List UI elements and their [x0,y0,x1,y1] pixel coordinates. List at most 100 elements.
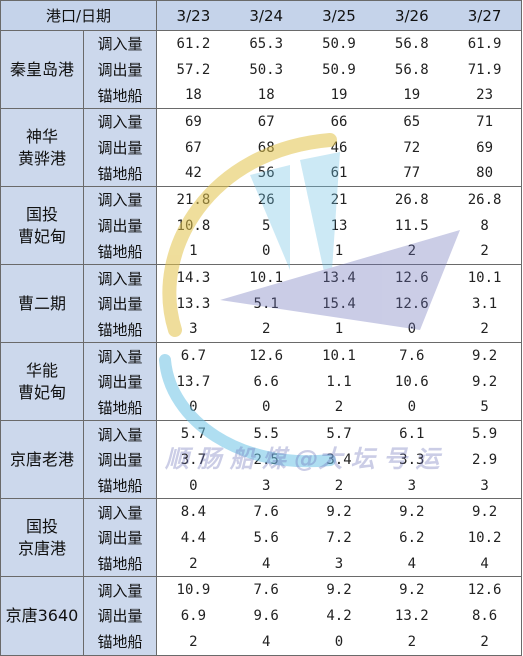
value-cell: 0 [261,399,271,416]
value-cell: 50.9 [322,35,356,52]
value-row: 18 18 19 19 23 [157,82,521,108]
metric-label: 调入量 [97,503,143,522]
value-cell: 56 [257,165,275,182]
value-cell: 6.1 [399,426,425,443]
value-cell: 3.3 [399,451,425,468]
value-cell: 11.5 [394,217,429,234]
value-cell: 12.6 [467,582,502,599]
port-name-line: 曹妃甸 [17,382,66,402]
value-row: 21.8 26 21 26.8 26.8 [157,187,521,213]
value-row: 10.8 5 13 11.5 8 [157,213,521,239]
value-cell: 2 [480,243,489,260]
value-cell: 10.1 [322,348,356,365]
port-row: 京唐老港 调入量 调出量 锚地船 5.7 5.5 5.7 6.1 5.9 3.7 2.5 3.4 3.3… [0,420,522,500]
value-cell: 80 [476,165,494,182]
value-cell: 8 [480,217,489,234]
value-cell: 0 [334,633,344,650]
value-cell: 5.5 [253,426,279,443]
value-row: 61.2 65.3 50.9 56.8 61.9 [157,31,521,57]
value-row: 67 68 46 72 69 [157,135,521,161]
value-cell: 13.2 [394,607,429,624]
value-cell: 1 [334,243,344,260]
port-row: 京唐3640 调入量 调出量 锚地船 10.9 7.6 9.2 9.2 12.6 6.9 9.6 4.… [0,576,522,656]
metric-label: 锚地船 [97,555,143,574]
value-cell: 2 [407,633,416,650]
port-name: 神华 黄骅港 [0,108,84,188]
value-cell: 3.4 [326,451,352,468]
value-cell: 65 [403,113,421,130]
value-cell: 3 [261,477,271,494]
value-cell: 5.1 [253,295,279,312]
port-name-line: 国投 [25,204,58,224]
value-row: 3 2 1 0 2 [157,317,521,343]
metric-label: 调出量 [97,61,143,80]
value-cell: 67 [184,139,202,156]
value-cell: 57.2 [176,61,211,78]
value-cell: 71 [476,113,494,130]
value-cell: 19 [330,87,348,104]
value-cell: 61.2 [176,35,211,52]
value-cell: 26 [257,191,275,208]
value-cell: 10.6 [394,373,429,390]
value-cell: 6.9 [180,607,207,624]
value-cell: 5.9 [471,426,498,443]
value-cell: 9.2 [471,373,498,390]
value-cell: 12.6 [394,295,429,312]
value-cell: 5.7 [326,426,352,443]
port-row: 华能 曹妃甸 调入量 调出量 锚地船 6.7 12.6 10.1 7.6 9.2 13.7 6.6 1.… [0,342,522,422]
value-cell: 3 [480,477,489,494]
port-name: 秦皇岛港 [0,29,84,110]
metric-label: 锚地船 [97,164,143,183]
value-cell: 2 [480,321,489,338]
value-cell: 2 [480,633,489,650]
value-cell: 10.1 [467,270,502,287]
value-cell: 2 [334,477,344,494]
metric-label: 调出量 [97,607,143,626]
value-cell: 56.8 [394,61,429,78]
value-cell: 4 [261,633,271,650]
value-cell: 7.6 [253,582,279,599]
port-name-line: 秦皇岛港 [9,59,74,79]
date-header: 3/27 [467,6,502,25]
port-name: 国投 曹妃甸 [0,186,84,266]
value-row: 8.4 7.6 9.2 9.2 9.2 [157,499,521,525]
value-cell: 2 [407,243,416,260]
value-cell: 66 [330,113,348,130]
port-row: 曹二期 调入量 调出量 锚地船 14.3 10.1 13.4 12.6 10.1 13.3 5.1 1… [0,264,522,344]
value-cell: 23 [476,87,494,104]
metric-label: 调入量 [97,113,143,132]
value-cell: 12.6 [394,270,429,287]
value-cell: 5 [480,399,489,416]
value-cell: 50.9 [322,61,356,78]
value-cell: 61.9 [467,35,502,52]
metric-label: 调出量 [97,529,143,548]
value-cell: 77 [403,165,421,182]
value-cell: 13 [330,217,348,234]
value-cell: 0 [407,321,416,338]
value-row: 13.7 6.6 1.1 10.6 9.2 [157,369,521,395]
value-cell: 15.4 [322,295,356,312]
metric-label: 调出量 [97,295,143,314]
value-cell: 2 [261,321,271,338]
value-cell: 69 [184,113,202,130]
port-name-line: 曹妃甸 [17,226,66,246]
value-cell: 21 [330,191,348,208]
port-name-line: 京唐港 [17,538,66,558]
value-cell: 9.2 [399,504,425,521]
metric-label: 调入量 [97,581,143,600]
value-cell: 9.2 [399,582,425,599]
port-name-line: 神华 [25,126,58,146]
value-row: 2 4 3 4 4 [157,551,521,577]
value-cell: 6.6 [253,373,279,390]
value-row: 6.9 9.6 4.2 13.2 8.6 [157,603,521,629]
value-cell: 4.4 [180,529,207,546]
value-cell: 4 [480,555,489,572]
value-cell: 2.5 [253,451,279,468]
value-cell: 13.4 [322,270,356,287]
port-name-line: 黄骅港 [17,148,66,168]
value-cell: 46 [330,139,348,156]
metric-label: 锚地船 [97,398,143,417]
metric-label: 调出量 [97,451,143,470]
port-name: 京唐老港 [0,420,84,500]
